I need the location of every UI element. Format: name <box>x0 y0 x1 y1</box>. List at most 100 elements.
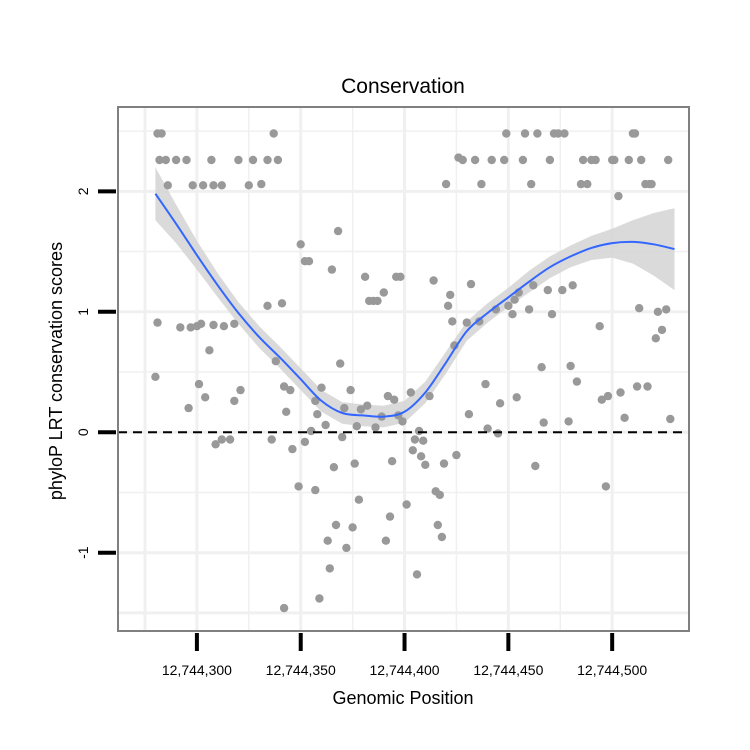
data-point <box>342 543 351 553</box>
data-point <box>500 155 509 165</box>
data-point <box>356 405 366 414</box>
data-point <box>529 281 538 290</box>
data-point <box>350 459 359 468</box>
data-point <box>161 155 170 165</box>
data-point <box>591 155 600 165</box>
data-point <box>311 485 320 495</box>
data-point <box>437 532 447 542</box>
data-point <box>207 155 216 165</box>
data-point <box>163 181 172 190</box>
data-point <box>539 418 548 427</box>
data-point <box>236 385 245 395</box>
data-point <box>508 310 517 319</box>
data-point <box>306 426 316 436</box>
data-point <box>209 181 218 190</box>
data-point <box>466 279 476 289</box>
data-point <box>616 388 625 397</box>
data-point <box>452 450 461 460</box>
data-point <box>547 310 557 319</box>
data-point <box>531 461 540 471</box>
data-point <box>412 570 422 579</box>
data-point <box>402 500 411 509</box>
data-point <box>155 155 164 165</box>
data-point <box>346 385 355 395</box>
plot-frame <box>117 106 690 632</box>
data-point <box>360 272 370 281</box>
data-point <box>296 240 305 249</box>
data-point <box>325 564 334 573</box>
data-point <box>429 276 438 285</box>
data-point <box>230 319 239 328</box>
data-point <box>379 288 388 297</box>
data-point <box>230 396 239 406</box>
data-point <box>196 319 206 328</box>
data-point <box>406 388 415 397</box>
data-point <box>219 322 229 331</box>
x-axis-ticks: 12,744,300 12,744,350 12,744,400 12,744,450… <box>162 633 647 678</box>
data-point <box>279 382 289 391</box>
data-point <box>234 155 243 165</box>
data-point <box>176 323 185 332</box>
data-point <box>313 410 322 419</box>
data-point <box>286 385 295 395</box>
data-point <box>647 179 656 189</box>
data-point <box>462 318 471 327</box>
data-point <box>666 414 675 424</box>
data-point <box>263 301 272 310</box>
data-point <box>464 410 474 419</box>
data-point <box>225 435 235 444</box>
data-point <box>441 179 451 189</box>
data-point <box>387 457 397 466</box>
data-point <box>348 523 357 532</box>
data-point <box>396 272 405 281</box>
data-point <box>435 490 444 500</box>
data-point <box>483 424 492 433</box>
data-point <box>331 520 341 530</box>
data-point <box>269 129 278 138</box>
data-point <box>595 322 604 331</box>
data-point <box>311 396 320 406</box>
data-point <box>458 155 467 165</box>
data-point <box>439 459 449 468</box>
data-point <box>433 520 442 530</box>
data-point <box>282 407 291 416</box>
y-tick-label: 1 <box>75 308 91 316</box>
data-point <box>493 429 503 438</box>
data-point <box>421 460 430 469</box>
data-point <box>576 179 586 189</box>
data-point <box>279 603 289 613</box>
data-point <box>385 512 395 521</box>
data-point <box>211 440 220 449</box>
data-point <box>446 290 455 300</box>
data-point <box>543 285 552 295</box>
data-point <box>632 382 642 391</box>
data-point <box>182 155 191 165</box>
data-point <box>171 155 181 165</box>
y-tick-label: 0 <box>75 428 91 436</box>
data-point <box>475 317 484 326</box>
data-point <box>188 181 197 190</box>
data-point <box>510 295 519 304</box>
data-point <box>338 432 347 442</box>
data-point <box>416 452 426 461</box>
data-point <box>425 391 434 401</box>
data-point <box>651 334 660 343</box>
data-point <box>495 399 505 408</box>
x-tick-label: 12,744,400 <box>369 662 439 678</box>
data-point <box>371 423 380 432</box>
data-point <box>205 346 214 355</box>
data-point <box>643 382 652 391</box>
data-point <box>610 155 619 165</box>
data-point <box>527 179 536 189</box>
chart-title: Conservation <box>341 75 465 98</box>
data-point <box>271 357 280 366</box>
y-tick-label: 2 <box>75 187 91 195</box>
data-point <box>217 181 226 190</box>
data-point <box>383 391 393 401</box>
data-point <box>323 536 332 545</box>
data-point <box>267 435 276 444</box>
data-point <box>520 129 530 138</box>
data-point <box>151 372 160 381</box>
data-point <box>317 383 326 392</box>
